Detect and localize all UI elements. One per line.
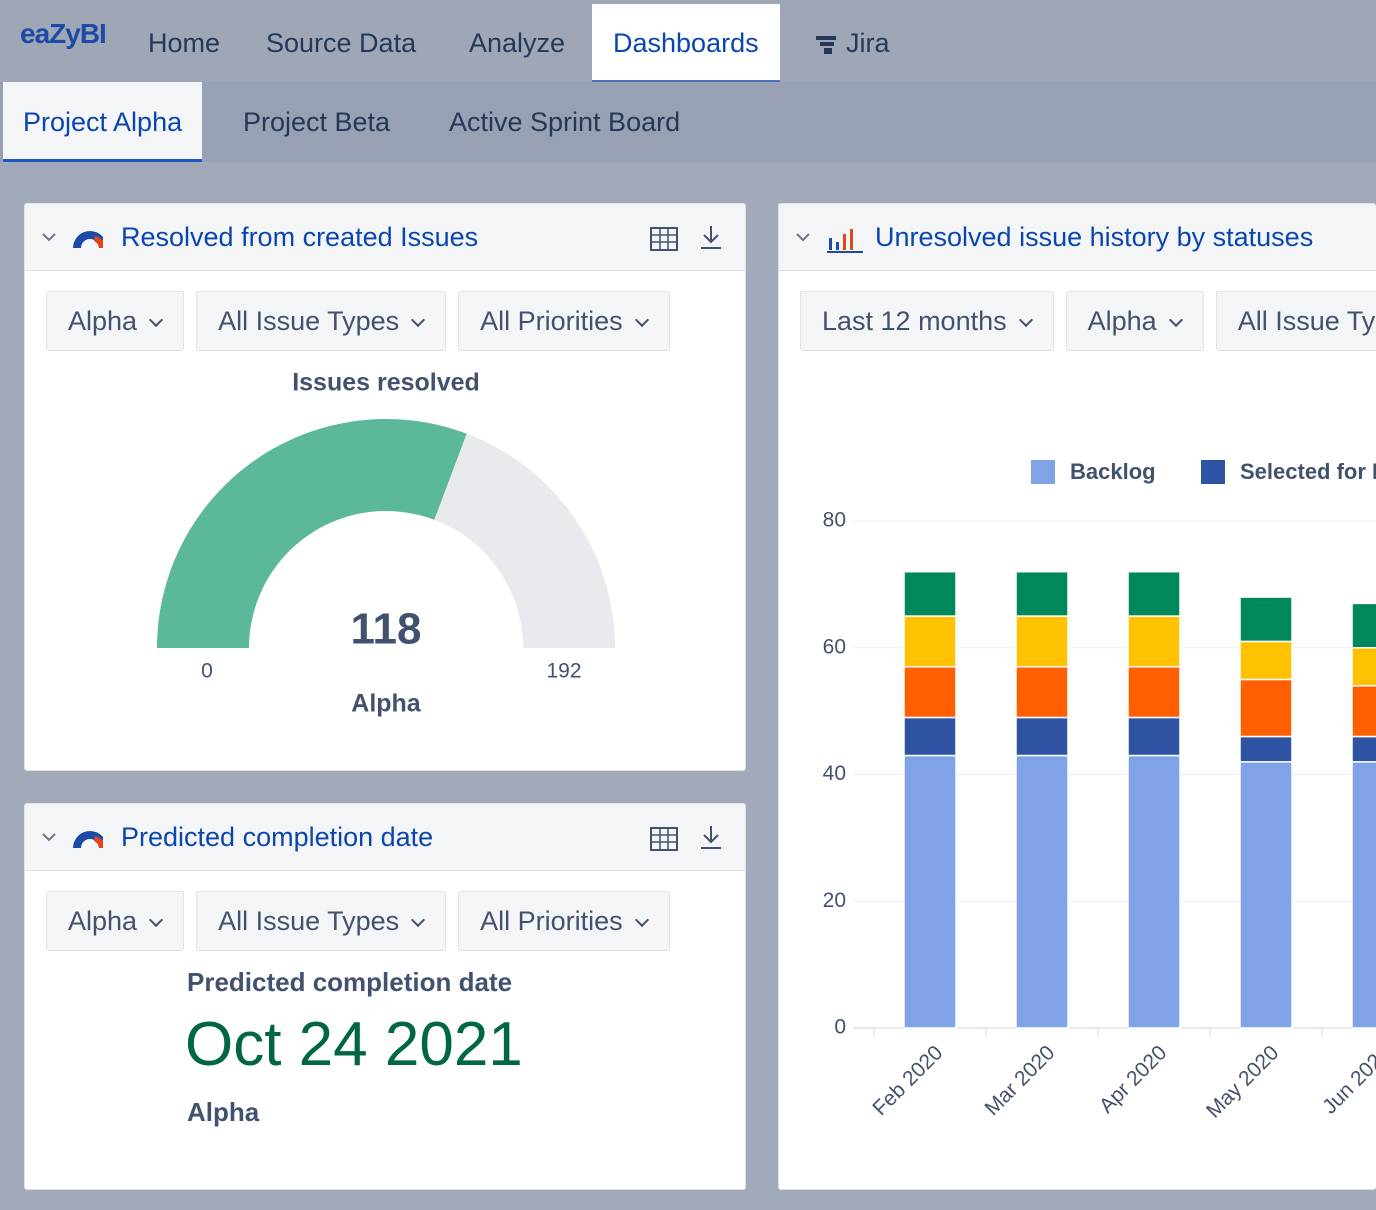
filter[interactable]: All Issue Types [196, 891, 447, 951]
bar-segment [1127, 615, 1181, 668]
x-tick-label: Apr 2020 [1095, 1041, 1172, 1118]
bar-segment [1239, 761, 1293, 1029]
panel-header: Unresolved issue history by statuses [779, 204, 1376, 271]
bar-segment [1127, 666, 1181, 719]
panel-actions[interactable] [649, 824, 729, 854]
top-nav: eaZyBI Home Source Data Analyze Dashboar… [0, 0, 1376, 82]
filter[interactable]: Alpha [46, 891, 185, 951]
bar-segment [1015, 754, 1069, 1029]
gauge-min: 0 [201, 660, 213, 683]
filter[interactable]: All Priorities [458, 891, 670, 951]
nav-tab[interactable]: Source Data [266, 28, 417, 58]
x-tick-label: May 2020 [1202, 1041, 1283, 1122]
gauge-max: 192 [546, 660, 581, 683]
bar-segment [1015, 716, 1069, 757]
gauge-value-arc [157, 419, 467, 648]
bar-segment [903, 615, 957, 668]
panel-title: Predicted completion date [121, 822, 434, 852]
bar-segment [1239, 596, 1293, 643]
y-tick-label: 80 [823, 509, 846, 532]
panel-icons [42, 831, 103, 848]
legend-label: Selected for Development [1240, 459, 1376, 484]
y-tick-label: 40 [823, 762, 846, 785]
nav-tab[interactable]: Dashboards [592, 4, 780, 82]
bar-segment [1351, 685, 1376, 738]
sub-nav: Project Alpha Project Beta Active Sprint… [0, 82, 1376, 162]
filter[interactable]: All Priorities [458, 291, 670, 351]
bar-segment [1351, 602, 1376, 649]
filter[interactable]: Alpha [46, 291, 185, 351]
panel-actions[interactable] [649, 224, 729, 254]
filter[interactable]: All Issue Types [1215, 291, 1376, 351]
panel-title: Unresolved issue history by statuses [875, 222, 1314, 252]
gauge-label: Alpha [351, 690, 422, 718]
bar-segment [903, 666, 957, 719]
panel-header: Resolved from created Issues [25, 204, 745, 271]
bar-segment [1239, 640, 1293, 681]
gauge-chart: Issues resolved 118 0 192 Alpha [157, 369, 615, 718]
bar-segment [1127, 570, 1181, 617]
bar-segment [1127, 754, 1181, 1029]
filter[interactable]: Alpha [1065, 291, 1204, 351]
bar-chart: 0 20 40 60 80 Feb 2020 Mar 2020 Apr 2020 May 202… [823, 459, 1376, 1123]
gauge-value: 118 [351, 605, 422, 654]
jira-icon [816, 36, 836, 54]
bar-segment [1239, 678, 1293, 738]
x-tick-label: Mar 2020 [980, 1041, 1059, 1120]
bar-segment [903, 754, 957, 1029]
panel-icons [796, 229, 863, 253]
sub-tab[interactable]: Active Sprint Board [449, 107, 681, 137]
panel: Predicted completion date Alpha All Issu… [24, 803, 746, 1190]
kpi-value: Oct 24 2021 [185, 1010, 523, 1079]
panel-title: Resolved from created Issues [121, 222, 479, 252]
kpi-sub: Alpha [187, 1097, 260, 1127]
y-tick-label: 20 [823, 889, 846, 912]
bar-segment [903, 570, 957, 617]
nav-tab[interactable]: Jira [846, 28, 890, 58]
sub-tab[interactable]: Project Alpha [3, 82, 203, 162]
bar-segment [1351, 735, 1376, 763]
x-tick-label: Feb 2020 [868, 1041, 947, 1120]
panel: Resolved from created Issues Alpha All I… [24, 203, 746, 771]
nav-tab[interactable]: Analyze [469, 28, 566, 58]
filter[interactable]: Last 12 months [800, 291, 1054, 351]
nav-tab[interactable]: Home [148, 28, 221, 58]
bar-segment [1351, 647, 1376, 687]
bar-segment [1127, 716, 1181, 757]
x-tick-label: Jun 2020 [1318, 1041, 1376, 1118]
y-tick-label: 0 [834, 1016, 846, 1039]
bar-segment [1015, 570, 1069, 617]
filter[interactable]: All Issue Types [196, 291, 447, 351]
filters: Alpha All Issue Types All Priorities [46, 291, 670, 351]
legend-swatch [1201, 460, 1225, 484]
filters: Alpha All Issue Types All Priorities [46, 891, 670, 951]
gauge-title: Issues resolved [292, 369, 480, 397]
legend-label: Backlog [1070, 459, 1156, 484]
panel-header: Predicted completion date [25, 804, 745, 871]
kpi-label: Predicted completion date [187, 967, 513, 997]
logo[interactable]: eaZyBI [20, 18, 107, 49]
filters: Last 12 months Alpha All Issue Types [800, 291, 1376, 351]
y-tick-label: 60 [823, 635, 846, 658]
sub-tab[interactable]: Project Beta [243, 107, 391, 137]
bar-segment [1015, 615, 1069, 668]
bar-segment [1351, 761, 1376, 1029]
bar-segment [1015, 666, 1069, 719]
panel-icons [42, 231, 103, 248]
bar-segment [903, 716, 957, 757]
legend-swatch [1031, 460, 1055, 484]
bar-segment [1239, 735, 1293, 763]
panel: Unresolved issue history by statuses Las… [778, 203, 1376, 1190]
